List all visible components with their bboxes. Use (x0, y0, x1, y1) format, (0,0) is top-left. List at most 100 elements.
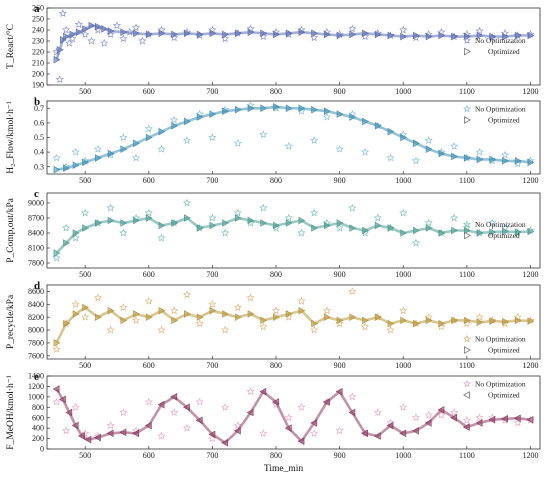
x-tick-label: 1000 (395, 451, 411, 460)
data-point (438, 229, 446, 237)
x-tick-label: 1200 (522, 87, 538, 96)
data-point (170, 393, 178, 401)
x-tick-label: 600 (143, 451, 155, 460)
data-point (284, 213, 293, 222)
data-point (208, 299, 217, 308)
data-point (463, 316, 471, 325)
data-point (144, 208, 153, 217)
data-point (374, 221, 382, 230)
y-tick-label: 200 (32, 434, 44, 443)
data-point (75, 28, 83, 36)
data-point (195, 319, 204, 328)
data-point (259, 387, 267, 396)
data-point (297, 437, 305, 445)
data-point (171, 219, 179, 227)
x-tick-label: 700 (206, 451, 218, 460)
data-point (182, 423, 192, 432)
data-point (84, 435, 92, 444)
data-point (133, 139, 140, 148)
x-tick-label: 1100 (459, 176, 475, 185)
data-point (311, 319, 319, 328)
data-point (196, 113, 204, 121)
data-point (221, 402, 230, 411)
data-point (285, 310, 293, 318)
data-point (221, 325, 230, 334)
x-tick-label: 900 (334, 270, 346, 279)
data-point (489, 317, 497, 325)
data-point (336, 31, 344, 40)
data-point (87, 36, 96, 45)
data-point (400, 316, 408, 325)
data-point (500, 150, 510, 159)
data-point (349, 224, 357, 232)
data-point (488, 218, 497, 227)
y-tick-label: 240 (32, 26, 44, 35)
data-point (182, 136, 192, 144)
data-point (260, 219, 268, 227)
series-no-optimization (52, 9, 535, 83)
y-axis-title: T_React/°C (5, 24, 16, 69)
y-tick-label: 7800 (28, 339, 44, 348)
data-point (63, 239, 71, 247)
data-point (513, 414, 521, 423)
data-point (502, 227, 509, 236)
data-point (310, 419, 318, 427)
data-point (310, 325, 319, 334)
data-point (450, 413, 458, 422)
data-point (260, 316, 268, 325)
data-point (138, 36, 147, 45)
data-point (298, 306, 306, 315)
data-point (311, 105, 319, 114)
x-tick-label: 800 (270, 87, 282, 96)
panel-label: d (34, 280, 40, 292)
series-optimized (52, 385, 534, 447)
data-point (259, 322, 268, 331)
data-point (310, 208, 319, 217)
x-tick-label: 500 (79, 270, 91, 279)
data-point (284, 413, 293, 422)
legend-entry: Optimized (488, 116, 520, 125)
data-point (233, 303, 242, 312)
data-point (400, 229, 408, 237)
x-tick-label: 900 (334, 87, 346, 96)
data-point (101, 25, 109, 33)
data-point (323, 313, 331, 321)
data-point (450, 141, 459, 150)
data-point (52, 397, 61, 406)
data-point (184, 29, 191, 38)
data-point (119, 34, 128, 43)
y-tick-label: 220 (32, 48, 44, 57)
legend: No Optimization Optimized (462, 335, 526, 355)
data-point (323, 30, 331, 39)
data-point (424, 136, 433, 144)
legend: No Optimization Optimized (462, 220, 526, 240)
panel-label: a (34, 3, 40, 15)
data-point (107, 306, 115, 315)
x-tick-label: 900 (334, 451, 346, 460)
data-point (386, 325, 395, 334)
data-point (411, 238, 421, 247)
data-point (71, 421, 79, 430)
data-point (438, 149, 446, 158)
data-point (450, 408, 459, 416)
legend: No Optimization Optimized (462, 380, 526, 400)
data-point (119, 428, 127, 437)
optimized-trace-line (55, 216, 531, 254)
data-point (335, 144, 344, 153)
y-tick-label: 1000 (28, 392, 44, 401)
y-tick-label: 8400 (28, 229, 44, 238)
data-point (411, 413, 421, 422)
data-point (273, 103, 280, 111)
data-point (222, 310, 230, 318)
y-tick-label: 1200 (28, 382, 44, 391)
x-tick-label: 900 (334, 176, 346, 185)
series-optimized (53, 214, 535, 257)
data-point (475, 312, 484, 321)
data-point (246, 293, 255, 302)
x-tick-label: 500 (79, 176, 91, 185)
data-point (58, 9, 68, 17)
x-tick-label: 800 (270, 176, 282, 185)
data-point (399, 208, 408, 217)
plot-frame (46, 7, 541, 86)
data-point (322, 112, 331, 121)
